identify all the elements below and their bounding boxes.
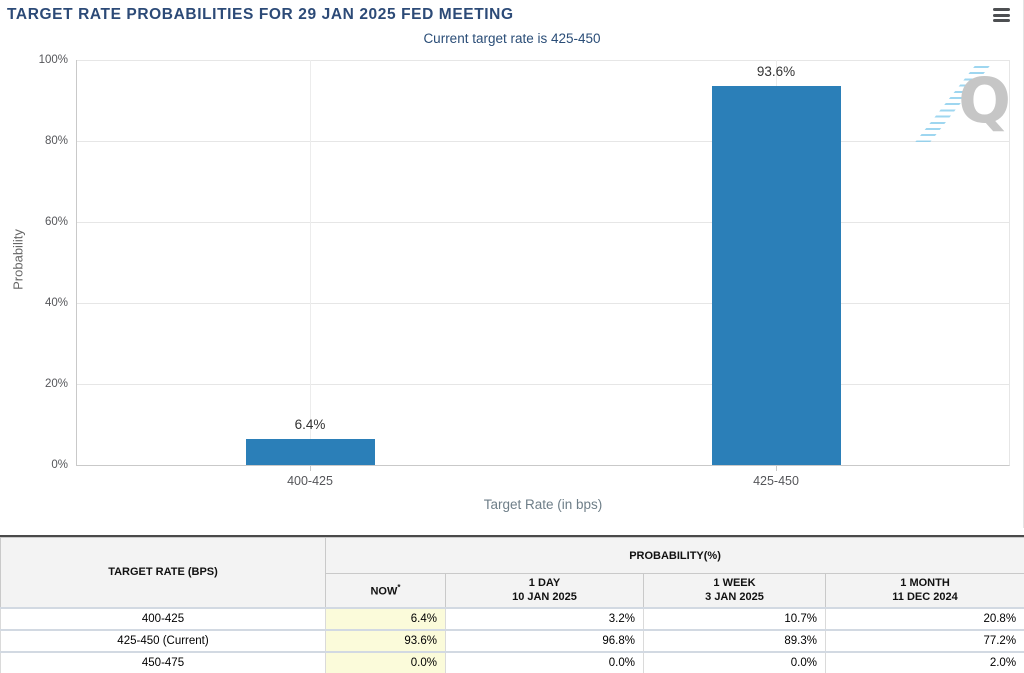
bar-rect-425-450[interactable] [711,85,841,465]
y-tick-60: 60% [44,216,68,228]
cell-1-week: 10.7% [643,606,826,630]
table-row-450-475: 450-475 0.0% 0.0% 0.0% 2.0% [0,650,1024,673]
cell-1-day: 3.2% [445,606,644,630]
bar-label-425-450: 93.6% [756,63,796,79]
bar-label-400-425: 6.4% [294,417,326,433]
page-title: TARGET RATE PROBABILITIES FOR 29 JAN 202… [7,6,514,23]
now-asterisk: * [397,583,401,593]
y-tick-80: 80% [44,135,68,147]
quikstrike-watermark: Q [915,62,1015,146]
cell-rate: 450-475 [0,650,326,673]
cell-1-month: 77.2% [824,628,1024,652]
gridline-100 [77,60,1009,61]
chart-subtitle: Current target rate is 425-450 [423,31,601,46]
gridline-40 [77,303,1009,304]
probability-table-wrap: TARGET RATE (BPS) PROBABILITY(%) NOW* 1 … [0,535,1024,673]
gridline-80 [77,141,1009,142]
x-category-425-450: 425-450 [753,474,799,488]
gridline-60 [77,222,1009,223]
cell-now: 6.4% [325,606,446,630]
bar-400-425[interactable]: 6.4% [245,60,375,465]
x-category-400-425: 400-425 [287,474,333,488]
cell-1-week: 89.3% [643,628,826,652]
gridline-20 [77,384,1009,385]
cell-1-month: 20.8% [824,606,1024,630]
y-tick-20: 20% [44,378,68,390]
col-header-target-rate: TARGET RATE (BPS) [0,537,326,608]
y-tick-100: 100% [38,54,68,66]
hamburger-menu-icon[interactable] [993,8,1010,25]
col-header-now: NOW* [325,573,446,608]
cell-1-day: 96.8% [445,628,644,652]
x-tick-mark-1 [310,465,311,471]
bar-rect-400-425[interactable] [245,439,375,465]
cell-1-week: 0.0% [643,650,826,673]
table-row-400-425: 400-425 6.4% 3.2% 10.7% 20.8% [0,606,1024,630]
x-axis-title: Target Rate (in bps) [483,497,603,512]
cell-now: 93.6% [325,628,446,652]
col-header-1-day: 1 DAY 10 JAN 2025 [445,573,644,608]
cell-now: 0.0% [325,650,446,673]
col-group-header-probability: PROBABILITY(%) [324,537,1024,574]
y-tick-0: 0% [51,459,68,471]
cell-rate: 400-425 [0,606,326,630]
table-row-425-450-current: 425-450 (Current) 93.6% 96.8% 89.3% 77.2… [0,628,1024,652]
bar-chart-plot-area: 6.4% 93.6% 400-425 425-450 Target Rate (… [76,60,1010,512]
y-axis-title: Probability [10,229,26,290]
watermark-q-logo-icon: Q [958,64,1011,137]
bar-425-450[interactable]: 93.6% [711,60,841,465]
gridline-cat-1 [310,60,311,465]
cell-1-day: 0.0% [445,650,644,673]
fedwatch-chart-panel: TARGET RATE PROBABILITIES FOR 29 JAN 202… [7,0,1024,528]
x-tick-mark-2 [776,465,777,471]
col-header-1-month: 1 MONTH 11 DEC 2024 [824,573,1024,608]
cell-1-month: 2.0% [824,650,1024,673]
cell-rate: 425-450 (Current) [0,628,326,652]
probability-table: TARGET RATE (BPS) PROBABILITY(%) NOW* 1 … [0,537,1024,673]
col-header-1-week: 1 WEEK 3 JAN 2025 [643,573,826,608]
y-tick-40: 40% [44,297,68,309]
